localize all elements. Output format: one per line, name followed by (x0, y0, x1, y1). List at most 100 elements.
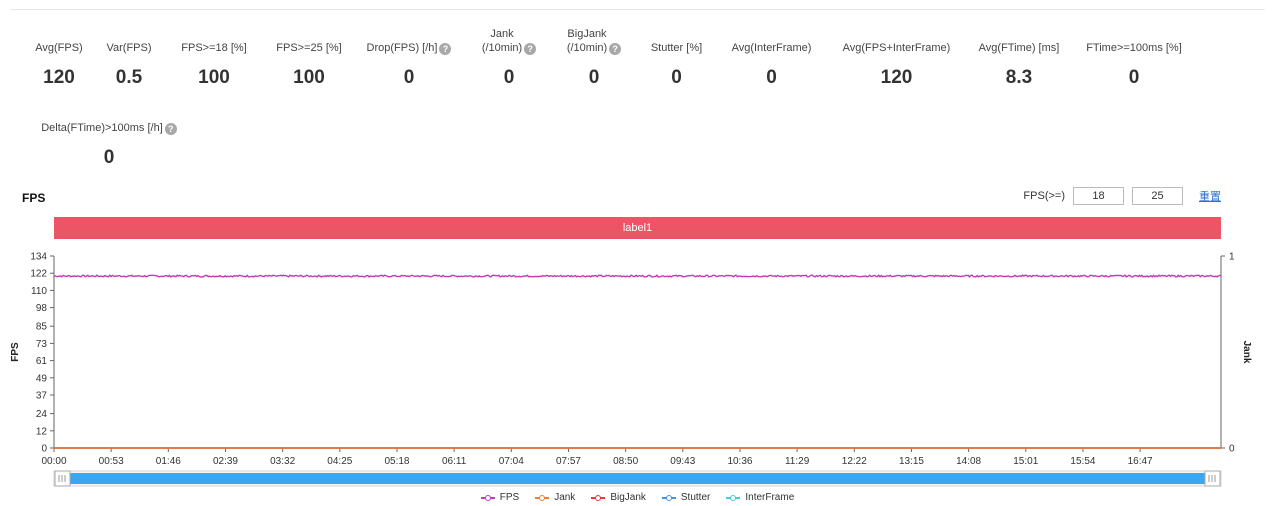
stat-label: Avg(FTime) [ms] (979, 25, 1060, 55)
stat-value: 0 (103, 147, 115, 168)
legend-marker-icon (730, 494, 737, 501)
x-tick-label: 07:57 (556, 456, 581, 467)
x-tick-label: 14:08 (956, 456, 981, 467)
stat-label: Delta(FTime)>100ms [/h]? (41, 105, 177, 135)
stat-value: 120 (880, 67, 913, 88)
y-right-axis-title: Jank (1241, 341, 1252, 364)
legend-marker-icon (665, 494, 672, 501)
x-tick-label: 03:32 (270, 456, 295, 467)
help-icon[interactable]: ? (164, 123, 177, 135)
x-tick-label: 09:43 (670, 456, 695, 467)
stat-value: 0 (1128, 67, 1140, 88)
stat-label-text: Stutter [%] (650, 42, 703, 54)
stat-value: 100 (293, 67, 325, 88)
x-tick-label: 13:15 (899, 456, 924, 467)
legend-marker-icon (484, 494, 491, 501)
x-tick-label: 04:25 (327, 456, 352, 467)
legend-swatch (726, 494, 741, 501)
stat-value: 0 (671, 67, 682, 88)
legend-marker-icon (595, 494, 602, 501)
legend-label: Stutter (680, 492, 711, 503)
stat-stats_row1-8: Avg(InterFrame) 0 (714, 25, 829, 89)
stat-label: Avg(FPS) (35, 25, 82, 55)
stat-label-text: Avg(InterFrame) (731, 42, 812, 54)
legend-label: Jank (554, 492, 576, 503)
x-tick-label: 02:39 (213, 456, 238, 467)
legend-item-stutter[interactable]: Stutter (661, 492, 711, 503)
x-tick-label: 16:47 (1128, 456, 1153, 467)
legend-item-interframe[interactable]: InterFrame (726, 492, 794, 503)
legend-item-jank[interactable]: Jank (535, 492, 575, 503)
stat-stats_row1-7: Stutter [%] 0 (639, 25, 714, 89)
stats-row-secondary: Delta(FTime)>100ms [/h]? 0 (19, 105, 199, 169)
stat-label-text: Avg(FPS) (35, 42, 83, 54)
stat-label: BigJank (/10min)? (566, 25, 622, 55)
help-icon[interactable]: ? (524, 43, 537, 55)
stat-label: Drop(FPS) [/h]? (367, 25, 452, 55)
y-left-axis-title: FPS (10, 342, 21, 362)
x-tick-label: 11:29 (785, 456, 810, 467)
top-divider (10, 9, 1265, 10)
legend-item-bigjank[interactable]: BigJank (591, 492, 646, 503)
y-left-tick-label: 134 (30, 252, 47, 263)
series-line-fps (53, 274, 1222, 278)
y-right-tick-label: 0 (1229, 444, 1235, 455)
stat-stats_row1-3: FPS>=25 [%] 100 (269, 25, 349, 89)
legend-label: FPS (499, 492, 520, 503)
stat-stats_row1-2: FPS>=18 [%] 100 (159, 25, 269, 89)
stat-label-text: Delta(FTime)>100ms [/h] (41, 122, 163, 134)
stat-label: Avg(InterFrame) (732, 25, 812, 55)
help-icon[interactable]: ? (609, 43, 622, 55)
fps-chart[interactable]: 0 12 24 37 49 61 73 85 98 110 122 134 0 1 00:00 00:53 01… (0, 245, 1275, 490)
label-band[interactable]: label1 (54, 217, 1221, 239)
stats-row-primary: Avg(FPS) 120 Var(FPS) 0.5 FPS>=18 [%] 100 FPS>… (19, 25, 1194, 89)
stat-label-text: FTime>=100ms [%] (1086, 42, 1182, 54)
y-left-tick-label: 85 (36, 322, 48, 333)
stat-value: 0 (766, 67, 777, 88)
x-tick-label: 00:00 (41, 456, 66, 467)
y-right-tick-label: 1 (1229, 252, 1235, 263)
y-left-tick-label: 12 (36, 426, 48, 437)
legend-label: InterFrame (745, 492, 795, 503)
fps-threshold-high-input[interactable] (1132, 187, 1183, 205)
reset-link[interactable]: 重置 (1199, 191, 1221, 203)
y-left-tick-label: 0 (41, 444, 47, 455)
fps-threshold-low-input[interactable] (1073, 187, 1124, 205)
stat-value: 100 (198, 67, 230, 88)
legend-label: BigJank (610, 492, 646, 503)
stat-value: 0 (403, 67, 415, 88)
x-tick-label: 05:18 (384, 456, 409, 467)
y-left-tick-label: 61 (36, 356, 48, 367)
x-tick-label: 15:54 (1070, 456, 1095, 467)
y-left-tick-label: 37 (36, 390, 48, 401)
range-slider-fill (62, 473, 1213, 484)
help-icon[interactable]: ? (439, 43, 452, 55)
stat-label-text: Jank (/10min) (481, 28, 523, 54)
stat-value: 0 (503, 67, 515, 88)
stat-value: 120 (43, 67, 75, 88)
stat-label-text: Var(FPS) (106, 42, 152, 54)
stat-label-text: FPS>=25 [%] (276, 42, 342, 54)
stat-label-text: BigJank (/10min) (566, 28, 608, 54)
x-tick-label: 12:22 (842, 456, 867, 467)
chart-title: FPS (22, 191, 46, 205)
legend-marker-icon (539, 494, 546, 501)
stat-stats_row1-0: Avg(FPS) 120 (19, 25, 99, 89)
stat-label: FPS>=18 [%] (181, 25, 246, 55)
fps-threshold-label: FPS(>=) (1023, 190, 1065, 202)
stat-stats_row1-9: Avg(FPS+InterFrame) 120 (829, 25, 964, 89)
stat-label: Avg(FPS+InterFrame) (843, 25, 951, 55)
stat-value: 8.3 (1005, 67, 1033, 88)
x-tick-label: 15:01 (1013, 456, 1038, 467)
stat-label: FPS>=25 [%] (276, 25, 341, 55)
y-left-tick-label: 98 (36, 303, 48, 314)
stat-stats_row1-5: Jank (/10min)? 0 (469, 25, 549, 89)
legend-item-fps[interactable]: FPS (480, 492, 520, 503)
fps-threshold-controls: FPS(>=) 重置 (1023, 187, 1221, 205)
stat-label: Stutter [%] (651, 25, 702, 55)
legend-swatch (591, 494, 606, 501)
stat-value: 0 (588, 67, 600, 88)
x-tick-label: 10:36 (727, 456, 752, 467)
stat-label-text: Drop(FPS) [/h] (366, 42, 438, 54)
x-tick-label: 08:50 (613, 456, 638, 467)
